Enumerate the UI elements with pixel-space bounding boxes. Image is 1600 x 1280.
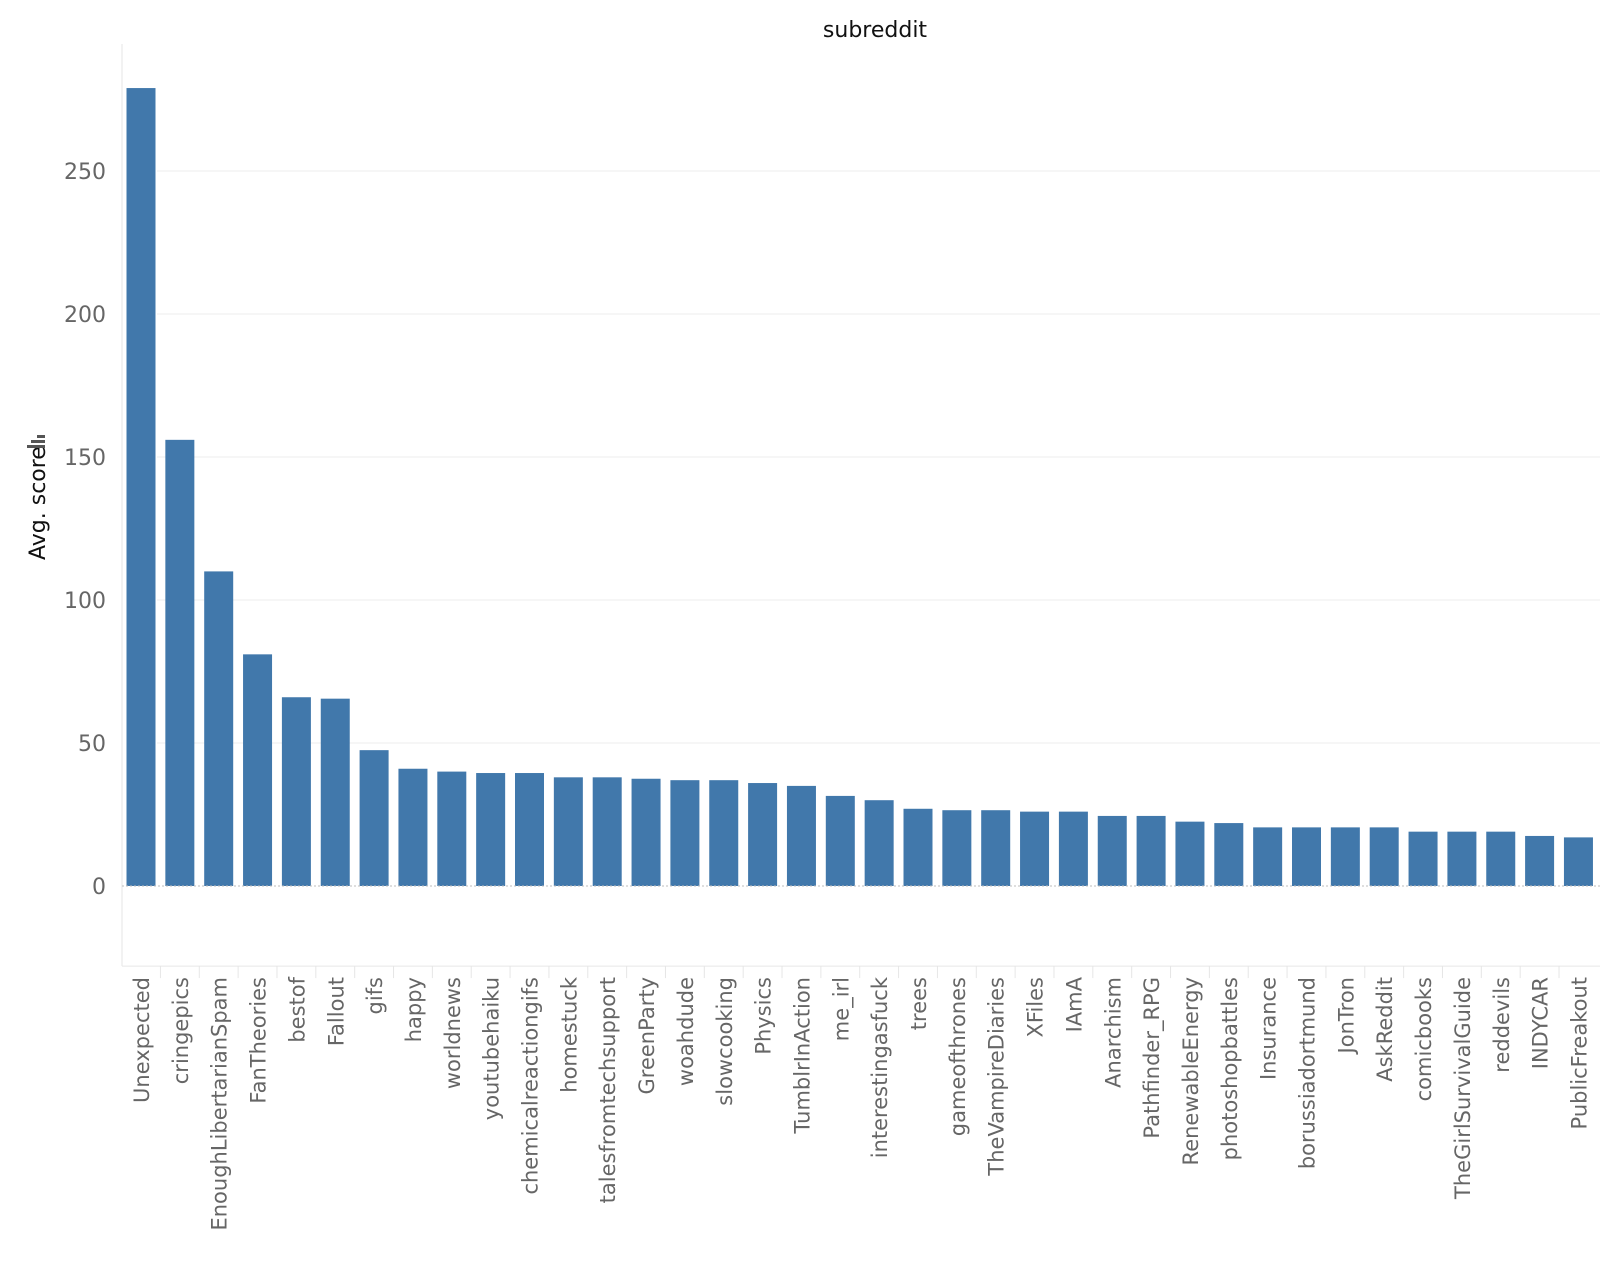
- x-tick-label: Physics: [752, 977, 776, 1055]
- bar-bestof[interactable]: [281, 697, 311, 886]
- x-tick-label: slowcooking: [713, 977, 737, 1106]
- y-tick-label: 0: [92, 875, 106, 900]
- x-tick-label: RenewableEnergy: [1179, 977, 1203, 1165]
- x-tick-labels: Unexpected cringepics EnoughLibertarianSpa…: [130, 966, 1591, 1231]
- x-tick-label: woahdude: [674, 977, 698, 1086]
- x-tick-label: trees: [907, 977, 931, 1030]
- x-tick-label: chemicalreactiongifs: [519, 977, 543, 1195]
- x-tick-label: me_irl: [829, 977, 854, 1041]
- bar-gifs[interactable]: [359, 750, 389, 886]
- x-tick-label: happy: [402, 977, 426, 1042]
- x-tick-label: PublicFreakout: [1567, 977, 1591, 1129]
- bar-homestuck[interactable]: [553, 777, 583, 886]
- y-tick-label: 150: [64, 446, 106, 471]
- x-tick-label: borussiadortmund: [1296, 977, 1320, 1169]
- bar-Unexpected[interactable]: [126, 88, 156, 886]
- x-tick-label: youtubehaiku: [480, 977, 504, 1120]
- x-tick-label: XFiles: [1024, 977, 1048, 1037]
- bar-Anarchism[interactable]: [1097, 815, 1127, 886]
- bar-Pathfinder_RPG[interactable]: [1136, 815, 1166, 886]
- bar-chemicalreactiongifs[interactable]: [515, 773, 544, 886]
- x-tick-label: TumblrInAction: [790, 977, 814, 1134]
- y-tick-label: 250: [64, 160, 106, 185]
- x-tick-label: AskReddit: [1373, 977, 1397, 1082]
- bar-worldnews[interactable]: [437, 771, 467, 886]
- bar-FanTheories[interactable]: [243, 654, 273, 886]
- bar-PublicFreakout[interactable]: [1563, 837, 1593, 886]
- x-tick-label: cringepics: [169, 977, 193, 1084]
- x-tick-label: homestuck: [557, 976, 581, 1093]
- x-tick-label: GreenParty: [635, 977, 659, 1094]
- x-tick-label: gifs: [363, 977, 387, 1015]
- x-tick-label: photoshopbattles: [1218, 977, 1242, 1160]
- y-tick-labels: 0 50 100 150 200 250: [64, 160, 106, 900]
- y-tick-label: 100: [64, 589, 106, 614]
- bar-reddevils[interactable]: [1486, 831, 1516, 886]
- bar-TheVampireDiaries[interactable]: [981, 810, 1011, 886]
- chart-title: subreddit: [823, 18, 928, 43]
- x-tick-label: INDYCAR: [1529, 977, 1553, 1069]
- x-tick-label: gameofthrones: [946, 977, 970, 1136]
- bar-RenewableEnergy[interactable]: [1175, 821, 1205, 886]
- bar-JonTron[interactable]: [1330, 827, 1360, 886]
- y-tick-label: 200: [64, 303, 106, 328]
- y-tick-label: 50: [78, 732, 106, 757]
- bar-XFiles[interactable]: [1020, 811, 1050, 886]
- bar-comicbooks[interactable]: [1408, 831, 1438, 886]
- x-tick-label: reddevils: [1490, 977, 1514, 1073]
- x-tick-label: talesfromtechsupport: [596, 977, 620, 1203]
- x-tick-label: TheGirlSurvivalGuide: [1451, 977, 1475, 1200]
- bar-cringepics[interactable]: [165, 439, 195, 886]
- x-tick-label: IAmA: [1062, 976, 1086, 1032]
- x-tick-label: Pathfinder_RPG: [1140, 977, 1165, 1139]
- bar-GreenParty[interactable]: [631, 778, 661, 886]
- bar-Insurance[interactable]: [1253, 827, 1283, 886]
- bar-IAmA[interactable]: [1058, 811, 1088, 886]
- bar-EnoughLibertarianSpam[interactable]: [204, 571, 234, 886]
- x-tick-label: FanTheories: [247, 977, 271, 1104]
- bar-happy[interactable]: [398, 768, 428, 886]
- bar-woahdude[interactable]: [670, 780, 700, 886]
- y-axis-title: Avg. score: [26, 435, 51, 560]
- y-axis-label: Avg. score: [26, 446, 51, 560]
- bar-me_irl[interactable]: [825, 795, 855, 886]
- bar-TumblrInAction[interactable]: [786, 785, 816, 886]
- bar-borussiadortmund[interactable]: [1292, 827, 1321, 886]
- x-tick-label: bestof: [285, 976, 309, 1042]
- bar-youtubehaiku[interactable]: [476, 773, 506, 886]
- bar-TheGirlSurvivalGuide[interactable]: [1447, 831, 1477, 886]
- x-tick-label: interestingasfuck: [868, 976, 892, 1158]
- bar-slowcooking[interactable]: [709, 780, 739, 886]
- x-tick-label: comicbooks: [1412, 977, 1436, 1101]
- bar-interestingasfuck[interactable]: [864, 800, 894, 886]
- x-tick-label: Fallout: [324, 977, 348, 1046]
- gridlines: [121, 44, 1600, 967]
- bar-talesfromtechsupport[interactable]: [592, 777, 622, 886]
- x-tick-label: worldnews: [441, 977, 465, 1089]
- x-tick-label: Insurance: [1257, 977, 1281, 1080]
- bar-trees[interactable]: [903, 808, 933, 886]
- x-tick-label: EnoughLibertarianSpam: [208, 977, 232, 1231]
- sort-icon[interactable]: [27, 435, 45, 448]
- bar-AskReddit[interactable]: [1369, 827, 1399, 886]
- x-tick-label: Unexpected: [130, 977, 154, 1103]
- x-tick-label: JonTron: [1334, 977, 1358, 1055]
- bar-INDYCAR[interactable]: [1525, 835, 1555, 886]
- bars: [122, 88, 1600, 887]
- bar-gameofthrones[interactable]: [942, 810, 972, 886]
- x-tick-label: TheVampireDiaries: [985, 977, 1009, 1177]
- x-tick-label: Anarchism: [1101, 977, 1125, 1088]
- bar-Physics[interactable]: [748, 783, 778, 886]
- bar-Fallout[interactable]: [320, 698, 350, 886]
- bar-photoshopbattles[interactable]: [1214, 823, 1244, 886]
